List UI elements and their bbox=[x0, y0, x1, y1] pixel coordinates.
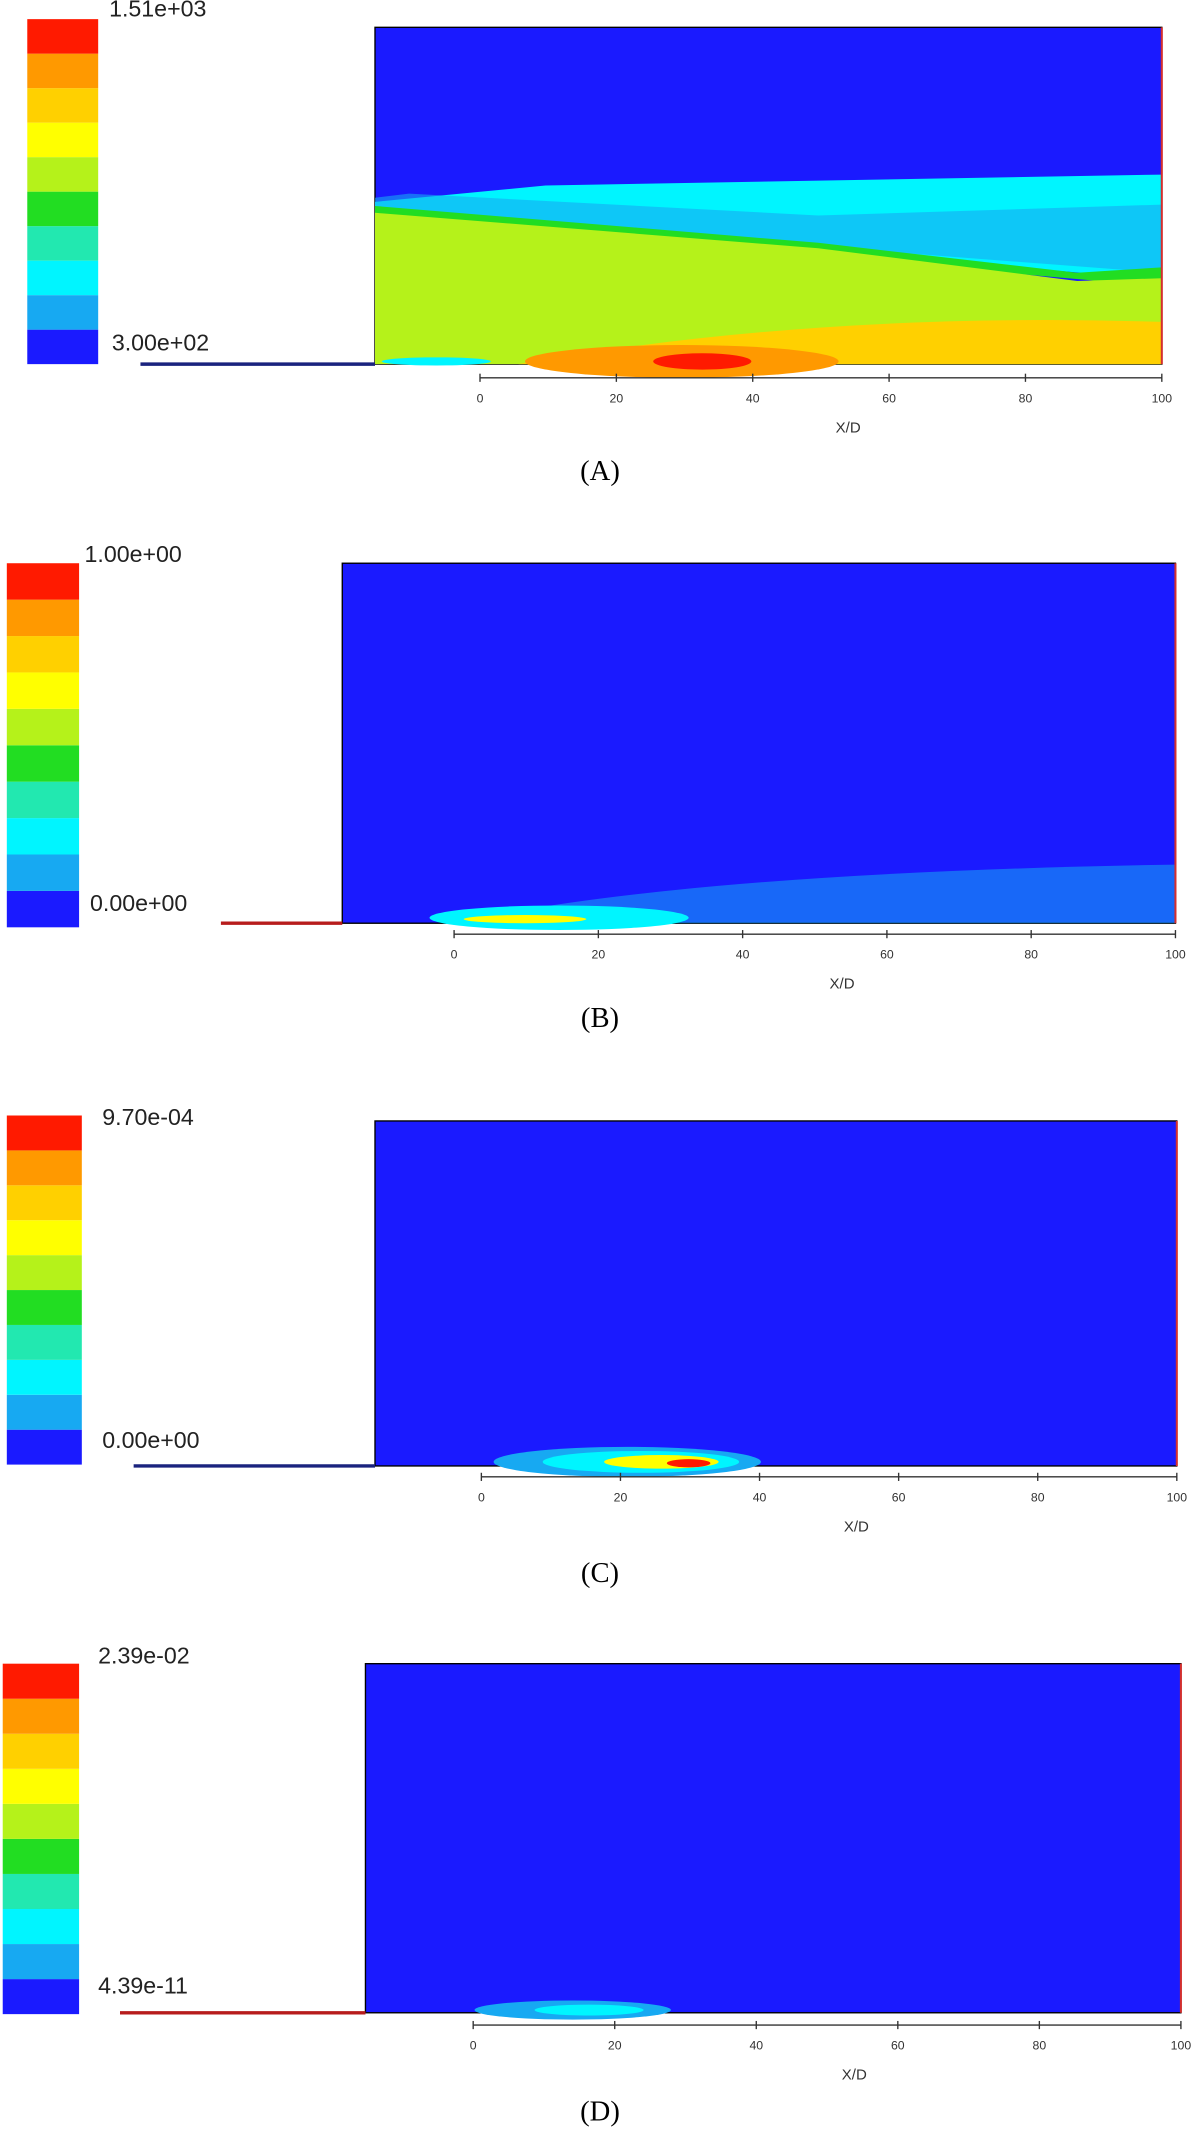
colorbar-min-label: 3.00e+02 bbox=[112, 330, 209, 356]
colorbar-swatch bbox=[6, 1220, 82, 1256]
colorbar-swatch bbox=[27, 122, 99, 158]
x-tick-label: 20 bbox=[592, 948, 606, 962]
colorbar-swatch bbox=[6, 563, 80, 600]
plot-domain bbox=[374, 1120, 1178, 1467]
colorbar-swatch bbox=[6, 781, 80, 819]
x-tick-label: 20 bbox=[610, 391, 624, 405]
contour-band bbox=[463, 915, 587, 924]
x-tick-label: 0 bbox=[478, 1490, 485, 1504]
colorbar-swatch bbox=[27, 191, 99, 227]
x-tick-label: 60 bbox=[880, 948, 894, 962]
colorbar-min-label: 4.39e-11 bbox=[98, 1973, 188, 1999]
x-tick-label: 20 bbox=[608, 2039, 622, 2053]
colorbar-swatch bbox=[2, 1909, 80, 1945]
plot-domain bbox=[364, 1662, 1182, 2014]
caption: (A) bbox=[580, 455, 620, 487]
colorbar-swatch bbox=[6, 854, 80, 891]
colorbar-swatch bbox=[2, 1768, 80, 1804]
colorbar-swatch bbox=[6, 599, 80, 637]
x-tick-label: 80 bbox=[1031, 1490, 1045, 1504]
colorbar-swatch bbox=[27, 53, 99, 89]
colorbar-swatch bbox=[27, 88, 99, 123]
colorbar-swatch bbox=[2, 1838, 80, 1874]
colorbar-min-label: 0.00e+00 bbox=[90, 890, 187, 916]
colorbar-swatch bbox=[27, 157, 99, 192]
colorbar-swatch bbox=[27, 226, 99, 261]
colorbar-swatch bbox=[27, 329, 99, 365]
colorbar-max-label: 9.70e-04 bbox=[102, 1104, 194, 1130]
colorbar-swatch bbox=[27, 295, 99, 330]
colorbar-swatch bbox=[2, 1733, 80, 1769]
x-tick-label: 80 bbox=[1024, 948, 1038, 962]
colorbar-swatch bbox=[6, 708, 80, 746]
contour-band bbox=[534, 2004, 644, 2016]
x-tick-label: 60 bbox=[891, 2039, 905, 2053]
x-tick-label: 40 bbox=[749, 2039, 763, 2053]
colorbar-swatch bbox=[6, 1394, 82, 1430]
contour-panel: 0.00e+00 1.00e+00 0 20 40 60 80 100 X/D (B) bbox=[6, 541, 1186, 1034]
colorbar-swatch bbox=[6, 818, 80, 855]
colorbar-swatch bbox=[6, 1290, 82, 1325]
colorbar-swatch bbox=[6, 745, 80, 782]
x-tick-label: 80 bbox=[1019, 391, 1033, 405]
colorbar-swatch bbox=[6, 1255, 82, 1291]
contour-band bbox=[375, 193, 1162, 273]
colorbar-max-label: 1.00e+00 bbox=[85, 541, 182, 567]
x-tick-label: 40 bbox=[736, 948, 750, 962]
x-tick-label: 0 bbox=[477, 391, 484, 405]
x-tick-label: 0 bbox=[451, 948, 458, 962]
x-tick-label: 60 bbox=[882, 391, 896, 405]
colorbar-swatch bbox=[2, 1803, 80, 1839]
x-tick-label: 100 bbox=[1165, 948, 1186, 962]
x-tick-label: 100 bbox=[1171, 2039, 1192, 2053]
colorbar-swatch bbox=[6, 1429, 82, 1465]
colorbar-swatch bbox=[6, 636, 80, 673]
x-axis-label: X/D bbox=[842, 2067, 867, 2084]
colorbar-swatch bbox=[6, 1150, 82, 1186]
colorbar-swatch bbox=[2, 1698, 80, 1734]
contour-band bbox=[381, 357, 491, 366]
x-tick-label: 100 bbox=[1167, 1490, 1188, 1504]
colorbar-swatch bbox=[27, 19, 99, 54]
colorbar-swatch bbox=[6, 672, 80, 709]
colorbar-swatch bbox=[2, 1873, 80, 1909]
colorbar-swatch bbox=[27, 260, 99, 296]
x-axis-label: X/D bbox=[844, 1518, 869, 1535]
caption: (C) bbox=[581, 1557, 619, 1589]
colorbar-swatch bbox=[2, 1944, 80, 1980]
plot-domain bbox=[341, 562, 1177, 924]
colorbar-swatch bbox=[6, 1359, 82, 1395]
contour-band bbox=[666, 1459, 711, 1468]
colorbar-swatch bbox=[6, 1324, 82, 1360]
contour-panel: 0.00e+00 9.70e-04 0 20 40 60 80 100 X/D (C) bbox=[6, 1104, 1188, 1589]
x-tick-label: 20 bbox=[614, 1490, 628, 1504]
x-tick-label: 0 bbox=[470, 2039, 477, 2053]
x-tick-label: 60 bbox=[892, 1490, 906, 1504]
caption: (D) bbox=[580, 2096, 620, 2128]
x-tick-label: 40 bbox=[746, 391, 760, 405]
contour-band bbox=[653, 353, 752, 370]
x-axis-label: X/D bbox=[830, 976, 855, 993]
colorbar-swatch bbox=[6, 1185, 82, 1221]
contour-panel: 3.00e+02 1.51e+03 0 20 40 60 80 100 X/D (A) bbox=[27, 0, 1172, 487]
caption: (B) bbox=[581, 1002, 619, 1034]
colorbar-swatch bbox=[6, 890, 80, 928]
x-axis-label: X/D bbox=[836, 419, 861, 436]
colorbar-swatch bbox=[6, 1115, 82, 1151]
colorbar-max-label: 1.51e+03 bbox=[109, 0, 206, 21]
x-tick-label: 80 bbox=[1033, 2039, 1047, 2053]
colorbar-swatch bbox=[2, 1979, 80, 2015]
colorbar-max-label: 2.39e-02 bbox=[98, 1643, 189, 1669]
contour-panel: 4.39e-11 2.39e-02 0 20 40 60 80 100 X/D (D) bbox=[2, 1643, 1192, 2128]
x-tick-label: 100 bbox=[1152, 391, 1173, 405]
x-tick-label: 40 bbox=[753, 1490, 767, 1504]
colorbar-swatch bbox=[2, 1663, 80, 1699]
colorbar-min-label: 0.00e+00 bbox=[102, 1427, 199, 1453]
